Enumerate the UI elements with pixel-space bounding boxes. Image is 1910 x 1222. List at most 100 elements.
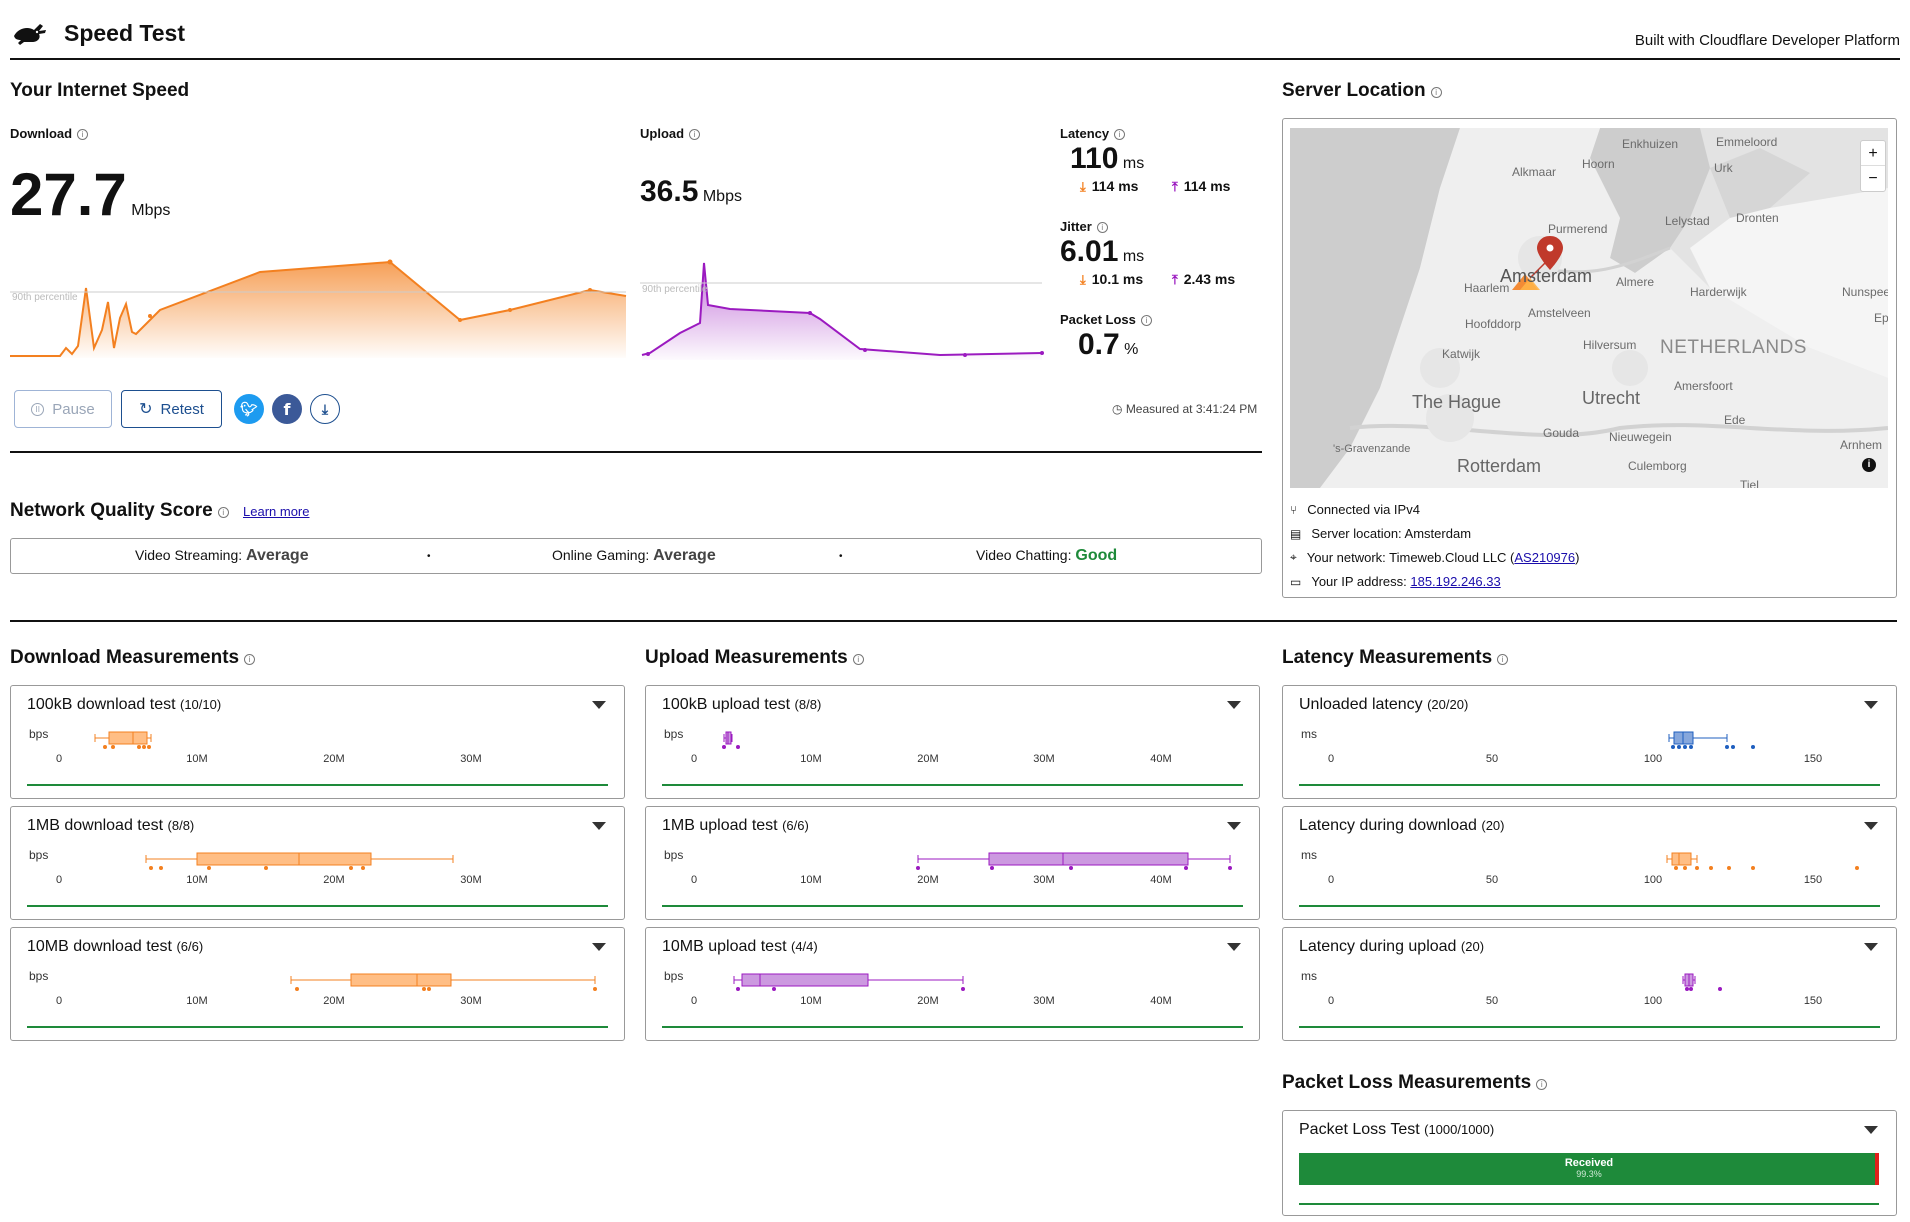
section-title-speed: Your Internet Speed bbox=[10, 80, 190, 101]
axis-tick-label: 20M bbox=[323, 995, 344, 1007]
measurement-card-title: Unloaded latency (20/20) bbox=[1299, 696, 1469, 713]
chevron-down-icon[interactable] bbox=[1227, 822, 1241, 830]
server-pin bbox=[1537, 236, 1563, 270]
info-icon[interactable]: i bbox=[1497, 654, 1509, 665]
measurement-card[interactable]: Latency during upload (20) ms 0 50 100 150 bbox=[1282, 927, 1897, 1041]
boxplot-point bbox=[349, 866, 353, 870]
packet-loss-bar-label: Received bbox=[1564, 1157, 1614, 1169]
axis-unit-label: ms bbox=[1301, 969, 1317, 983]
measurement-card[interactable]: 10MB upload test (4/4) bps 0 10M 20M 30M 40M bbox=[645, 927, 1260, 1041]
facebook-icon: f bbox=[283, 399, 291, 419]
measurement-card[interactable]: 100kB upload test (8/8) bps 0 10M 20M 30M 40M bbox=[645, 685, 1260, 799]
download-arrow-icon: ⤓ bbox=[1080, 179, 1086, 194]
retest-button[interactable]: ↻ Retest bbox=[121, 390, 222, 428]
info-icon[interactable]: i bbox=[77, 129, 89, 140]
chevron-down-icon[interactable] bbox=[1227, 701, 1241, 709]
axis-tick-label: 0 bbox=[56, 874, 62, 886]
info-icon[interactable]: i bbox=[1140, 315, 1152, 326]
packet-loss-lost-segment bbox=[1875, 1153, 1879, 1185]
boxplot-chart: bps 0 10M 20M 30M 40M bbox=[662, 969, 1243, 1028]
pause-button[interactable]: II Pause bbox=[14, 390, 112, 428]
chevron-down-icon[interactable] bbox=[592, 701, 606, 709]
measurement-card[interactable]: 1MB download test (8/8) bps 0 10M 20M 30M bbox=[10, 806, 625, 920]
boxplot-point bbox=[142, 745, 146, 749]
latency-down: ⤓ 114 ms bbox=[1080, 178, 1139, 194]
info-icon[interactable]: i bbox=[1096, 222, 1108, 233]
boxplot-point bbox=[1751, 866, 1755, 870]
chevron-down-icon[interactable] bbox=[592, 943, 606, 951]
jitter-value: 6.01 ms bbox=[1060, 235, 1145, 268]
twitter-share-button[interactable]: 🐦︎ bbox=[234, 394, 264, 424]
card-status-line bbox=[27, 1026, 608, 1028]
card-status-line bbox=[662, 1026, 1243, 1028]
map-attribution-icon[interactable]: i bbox=[1862, 458, 1876, 472]
boxplot-point bbox=[736, 987, 740, 991]
measurement-card[interactable]: 1MB upload test (6/6) bps 0 10M 20M 30M 40M bbox=[645, 806, 1260, 920]
axis-tick-label: 30M bbox=[460, 753, 481, 765]
measurement-card[interactable]: Unloaded latency (20/20) ms 0 50 100 150 bbox=[1282, 685, 1897, 799]
download-percentile-label: 90th percentile bbox=[12, 292, 78, 303]
info-icon[interactable]: i bbox=[244, 654, 256, 665]
axis-tick-label: 150 bbox=[1804, 995, 1822, 1007]
learn-more-link[interactable]: Learn more bbox=[243, 504, 310, 519]
info-icon[interactable]: i bbox=[852, 654, 864, 665]
server-icon: ▤ bbox=[1290, 526, 1302, 541]
axis-tick-label: 100 bbox=[1644, 753, 1662, 765]
measurement-card[interactable]: 10MB download test (6/6) bps 0 10M 20M 30M bbox=[10, 927, 625, 1041]
packet-loss-card[interactable]: Packet Loss Test (1000/1000) Received 99… bbox=[1282, 1110, 1897, 1216]
info-icon[interactable]: i bbox=[689, 129, 701, 140]
card-status-line bbox=[27, 784, 608, 786]
axis-tick-label: 100 bbox=[1644, 874, 1662, 886]
quality-box: Video Streaming: Average • Online Gaming… bbox=[10, 538, 1262, 574]
boxplot-point bbox=[1718, 987, 1722, 991]
card-status-line bbox=[27, 905, 608, 907]
chevron-down-icon[interactable] bbox=[1864, 943, 1878, 951]
latency-value: 110 ms bbox=[1070, 142, 1145, 175]
boxplot-point bbox=[137, 745, 141, 749]
axis-tick-label: 100 bbox=[1644, 995, 1662, 1007]
info-icon[interactable]: i bbox=[1430, 87, 1442, 98]
map[interactable]: Enkhuizen Emmeloord Hoorn Alkmaar Urk Le… bbox=[1290, 128, 1888, 488]
measurement-card[interactable]: 100kB download test (10/10) bps 0 10M 20M 30M bbox=[10, 685, 625, 799]
axis-tick-label: 150 bbox=[1804, 874, 1822, 886]
ip-link[interactable]: 185.192.246.33 bbox=[1410, 574, 1501, 589]
facebook-share-button[interactable]: f bbox=[272, 394, 302, 424]
measurement-card-title: 100kB download test (10/10) bbox=[27, 696, 222, 713]
chevron-down-icon[interactable] bbox=[1864, 1126, 1878, 1134]
axis-tick-label: 20M bbox=[917, 995, 938, 1007]
boxplot-chart: bps 0 10M 20M 30M bbox=[27, 969, 608, 1028]
axis-tick-label: 20M bbox=[917, 753, 938, 765]
measurement-card[interactable]: Latency during download (20) ms 0 50 100 150 bbox=[1282, 806, 1897, 920]
boxplot-point bbox=[147, 745, 151, 749]
chevron-down-icon[interactable] bbox=[1864, 701, 1878, 709]
axis-tick-label: 10M bbox=[800, 995, 821, 1007]
boxplot-point bbox=[1677, 745, 1681, 749]
packet-loss-bar-value: 99.3% bbox=[1576, 1169, 1602, 1179]
axis-unit-label: ms bbox=[1301, 727, 1317, 741]
packet-loss-value: 0.7 % bbox=[1078, 328, 1139, 361]
info-icon[interactable]: i bbox=[1114, 129, 1126, 140]
boxplot-box bbox=[108, 731, 148, 745]
chevron-down-icon[interactable] bbox=[1227, 943, 1241, 951]
download-results-button[interactable]: ⤓ bbox=[310, 394, 340, 424]
zoom-out-button[interactable]: − bbox=[1868, 170, 1878, 187]
server-location-box bbox=[1282, 118, 1897, 598]
boxplot-point bbox=[961, 987, 965, 991]
quality-title: Network Quality Score i bbox=[10, 500, 229, 522]
axis-tick-label: 10M bbox=[186, 753, 207, 765]
info-icon[interactable]: i bbox=[217, 507, 229, 518]
latency-label: Latency i bbox=[1060, 126, 1126, 141]
pause-icon: II bbox=[31, 402, 45, 416]
latency-up: ⤒ 114 ms bbox=[1172, 178, 1231, 194]
info-icon[interactable]: i bbox=[1536, 1079, 1548, 1090]
zoom-in-button[interactable]: + bbox=[1861, 141, 1885, 166]
chevron-down-icon[interactable] bbox=[1864, 822, 1878, 830]
axis-tick-label: 20M bbox=[917, 874, 938, 886]
chevron-down-icon[interactable] bbox=[592, 822, 606, 830]
axis-unit-label: bps bbox=[29, 969, 48, 983]
measurement-card-title: 1MB download test (8/8) bbox=[27, 817, 195, 834]
boxplot-point bbox=[1674, 866, 1678, 870]
boxplot-point bbox=[264, 866, 268, 870]
asn-link[interactable]: AS210976 bbox=[1514, 550, 1576, 565]
boxplot-box bbox=[741, 973, 869, 987]
